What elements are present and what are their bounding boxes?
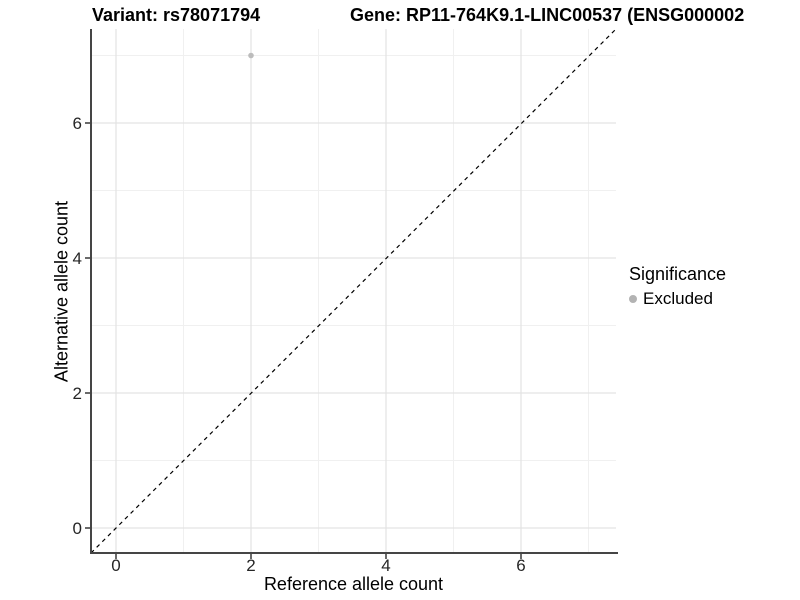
legend-item: Excluded <box>629 288 726 310</box>
legend-key-dot-icon <box>629 295 637 303</box>
x-tick-label: 6 <box>516 556 525 575</box>
legend-item-label: Excluded <box>643 289 713 308</box>
y-tick-label: 2 <box>73 384 82 403</box>
x-tick-label: 0 <box>111 556 120 575</box>
y-tick-label: 6 <box>73 114 82 133</box>
x-tick-label: 4 <box>381 556 390 575</box>
legend-items: Excluded <box>629 288 726 310</box>
data-point <box>248 52 254 59</box>
x-tick-label: 2 <box>246 556 255 575</box>
identity-line <box>90 28 617 554</box>
plot-title-gene: Gene: RP11-764K9.1-LINC00537 (ENSG000002 <box>350 5 745 25</box>
y-axis-title: Alternative allele count <box>51 200 72 383</box>
x-axis-title: Reference allele count <box>263 574 444 594</box>
plot-title-variant: Variant: rs78071794 <box>92 5 261 25</box>
legend: Significance Excluded <box>629 263 726 310</box>
y-tick-label: 0 <box>73 519 82 538</box>
legend-title: Significance <box>629 264 727 284</box>
y-tick-label: 4 <box>73 249 82 268</box>
